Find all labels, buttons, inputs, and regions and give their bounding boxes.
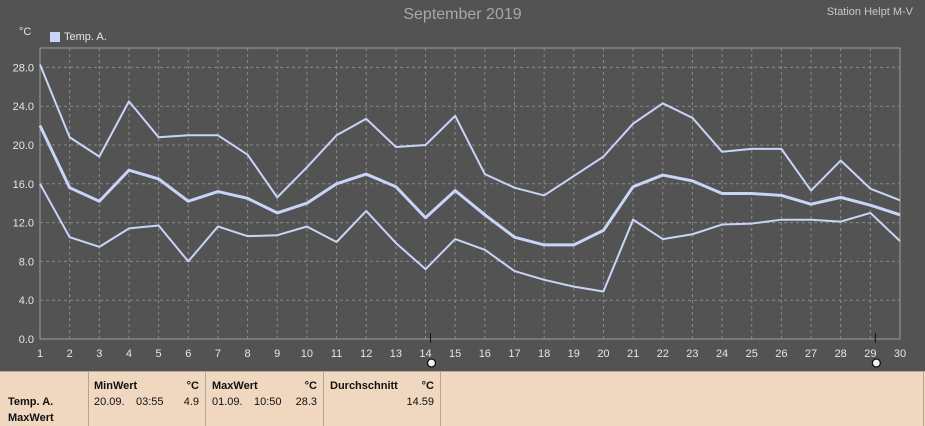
- max-marker: [871, 358, 881, 368]
- chart-title: September 2019: [403, 6, 522, 23]
- row-label-cell: Temp. A. MaxWert: [0, 372, 89, 426]
- avg-unit: °C: [421, 380, 434, 392]
- temperature-chart: 0.04.08.012.016.020.024.028.01 2 3 4 5 6 7 8 9 10…: [13, 47, 906, 368]
- x-tick-label: 10: [301, 348, 313, 360]
- min-value: 4.9: [183, 396, 199, 408]
- x-tick-label: 3: [96, 348, 102, 360]
- series-line-max: [39, 64, 901, 202]
- x-tick-label: 12: [360, 348, 372, 360]
- x-tick-label: 28: [835, 348, 847, 360]
- y-tick-label: 12.0: [13, 218, 34, 230]
- plot-border: [39, 47, 901, 340]
- y-tick-label: 0.0: [19, 334, 34, 346]
- min-unit: °C: [186, 380, 199, 392]
- x-tick-label: 25: [746, 348, 758, 360]
- legend: Temp. A.: [50, 31, 107, 43]
- x-tick-label: 9: [274, 348, 280, 360]
- max-time: 10:50: [254, 396, 282, 408]
- footer-empty-cell: [441, 372, 924, 426]
- row-label-series: Temp. A.: [8, 396, 54, 408]
- x-tick-label: 21: [627, 348, 639, 360]
- x-tick-label: 14: [419, 348, 431, 360]
- avg-cell: Durchschnitt °C 14.59: [324, 372, 441, 426]
- x-tick-label: 15: [449, 348, 461, 360]
- chart-area: 0.0 4.0 8.0 12.0 16.0 20.0 24.0 28.0 1 2 3 4 5 6 7 8 9 10…: [12, 6, 913, 368]
- x-tick-label: 13: [390, 348, 402, 360]
- row-label-maxwert: MaxWert: [8, 412, 54, 424]
- x-tick-label: 11: [331, 348, 342, 360]
- x-tick-label: 2: [67, 348, 73, 360]
- series-line-mean: [38, 124, 901, 247]
- legend-swatch: [50, 32, 60, 42]
- y-tick-label: 28.0: [13, 62, 34, 74]
- x-tick-label: 30: [894, 348, 906, 360]
- x-tick-label: 22: [657, 348, 669, 360]
- min-header: MinWert: [94, 380, 138, 392]
- x-tick-label: 6: [185, 348, 191, 360]
- x-tick-label: 5: [156, 348, 162, 360]
- y-unit-label: °C: [19, 26, 32, 38]
- max-unit: °C: [304, 380, 317, 392]
- x-tick-label: 27: [805, 348, 817, 360]
- x-tick-label: 7: [215, 348, 221, 360]
- stats-footer: Temp. A. MaxWert MinWert °C 20.09. 03:55…: [0, 371, 925, 426]
- x-tick-label: 26: [775, 348, 787, 360]
- x-tick-label: 1: [37, 348, 43, 360]
- x-tick-label: 23: [686, 348, 698, 360]
- avg-value: 14.59: [406, 396, 434, 408]
- x-tick-label: 8: [245, 348, 251, 360]
- y-tick-label: 16.0: [13, 179, 34, 191]
- y-tick-label: 8.0: [19, 256, 34, 268]
- x-tick-label: 29: [864, 348, 876, 360]
- x-tick-label: 4: [126, 348, 132, 360]
- station-name: Station Helpt M-V: [826, 6, 913, 18]
- y-tick-label: 4.0: [19, 295, 34, 307]
- x-tick-label: 20: [597, 348, 609, 360]
- x-tick-label: 16: [479, 348, 491, 360]
- min-time: 03:55: [136, 396, 164, 408]
- min-date: 20.09.: [94, 396, 125, 408]
- min-marker: [426, 358, 437, 368]
- avg-header: Durchschnitt: [330, 380, 398, 392]
- min-cell: MinWert °C 20.09. 03:55 4.9: [89, 372, 206, 426]
- x-tick-label: 18: [538, 348, 550, 360]
- max-value: 28.3: [295, 396, 317, 408]
- max-date: 01.09.: [212, 396, 243, 408]
- x-tick-label: 24: [716, 348, 728, 360]
- y-tick-label: 20.0: [13, 140, 34, 152]
- max-header: MaxWert: [212, 380, 258, 392]
- max-cell: MaxWert °C 01.09. 10:50 28.3: [206, 372, 324, 426]
- legend-label: Temp. A.: [64, 31, 107, 43]
- series-line-min: [39, 183, 901, 293]
- y-tick-label: 24.0: [13, 101, 34, 113]
- x-tick-label: 19: [568, 348, 580, 360]
- x-tick-label: 17: [508, 348, 520, 360]
